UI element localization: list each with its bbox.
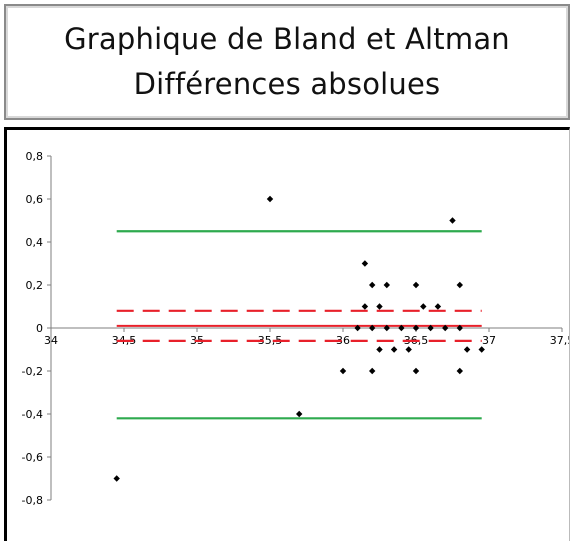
data-point	[369, 367, 376, 375]
data-point	[376, 303, 383, 310]
x-tick-label: 36	[336, 334, 350, 347]
chart-area: 0,8 0,6 0,4 0,2 0 -0,2 -0,4 -0,6 -0,8 34 34,5 35 35,…	[4, 127, 574, 541]
data-point	[427, 324, 434, 332]
data-point	[339, 367, 347, 375]
y-tick-label: 0,8	[26, 150, 44, 163]
data-point	[383, 324, 390, 332]
data-point	[376, 346, 383, 353]
data-point	[442, 324, 449, 332]
data-point	[434, 303, 442, 310]
data-point	[390, 346, 398, 353]
data-point	[354, 324, 361, 332]
data-point	[369, 324, 376, 332]
data-point	[266, 195, 274, 203]
data-point	[412, 281, 420, 289]
x-tick-label: 37,5	[550, 334, 569, 347]
data-point	[463, 346, 471, 353]
x-tick-label: 35,5	[258, 334, 283, 347]
chart-title: Graphique de Bland et Altman	[64, 22, 510, 56]
data-points	[113, 195, 485, 482]
axes: 0,80,60,40,20-0,2-0,4-0,6-0,834 34,5 35 35,…	[22, 150, 574, 507]
data-point	[449, 217, 456, 224]
chart-title-box: Graphique de Bland et Altman Différences…	[4, 4, 570, 120]
data-point	[412, 367, 420, 375]
data-point	[412, 324, 420, 332]
data-point	[456, 324, 463, 332]
data-point	[361, 260, 369, 267]
data-point	[478, 346, 485, 353]
data-point	[456, 281, 463, 289]
data-point	[383, 281, 390, 289]
y-tick-label: 0	[36, 322, 43, 335]
data-point	[369, 281, 376, 289]
data-point	[398, 324, 405, 332]
reference-lines	[116, 230, 482, 420]
y-tick-label: -0,2	[22, 365, 43, 378]
y-tick-label: 0,2	[26, 279, 44, 292]
x-tick-label: 34	[44, 334, 58, 347]
y-tick-label: -0,8	[22, 494, 43, 507]
chart-subtitle: Différences absolues	[133, 67, 441, 101]
data-point	[361, 303, 369, 310]
data-point	[296, 410, 303, 418]
bland-altman-plot: 0,80,60,40,20-0,2-0,4-0,6-0,834 34,5 35 35,…	[22, 150, 574, 507]
y-tick-label: 0,6	[26, 193, 44, 206]
y-tick-label: -0,6	[22, 451, 43, 464]
y-tick-label: 0,4	[26, 236, 44, 249]
data-point	[420, 303, 427, 310]
data-point	[405, 346, 412, 353]
data-point	[456, 367, 463, 375]
data-point	[113, 475, 120, 482]
x-tick-label: 37	[482, 334, 496, 347]
y-tick-label: -0,4	[22, 408, 43, 421]
